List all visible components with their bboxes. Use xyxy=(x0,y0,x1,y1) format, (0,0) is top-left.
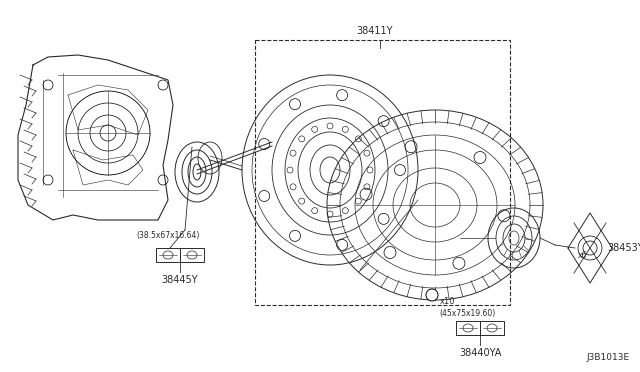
Circle shape xyxy=(426,289,438,301)
Text: x6: x6 xyxy=(578,250,588,260)
Text: J3B1013E: J3B1013E xyxy=(587,353,630,362)
Text: 38440YA: 38440YA xyxy=(459,348,501,358)
Text: 38445Y: 38445Y xyxy=(162,275,198,285)
Text: (45x75x19.60): (45x75x19.60) xyxy=(440,309,496,318)
Bar xyxy=(156,248,180,262)
Bar xyxy=(255,40,510,305)
Text: 38453Y: 38453Y xyxy=(607,243,640,253)
Text: 38411Y: 38411Y xyxy=(356,26,393,36)
Bar xyxy=(456,321,480,335)
Text: x10: x10 xyxy=(440,298,456,307)
Bar xyxy=(180,248,204,262)
Bar xyxy=(480,321,504,335)
Text: (38.5x67x16.64): (38.5x67x16.64) xyxy=(136,231,200,240)
